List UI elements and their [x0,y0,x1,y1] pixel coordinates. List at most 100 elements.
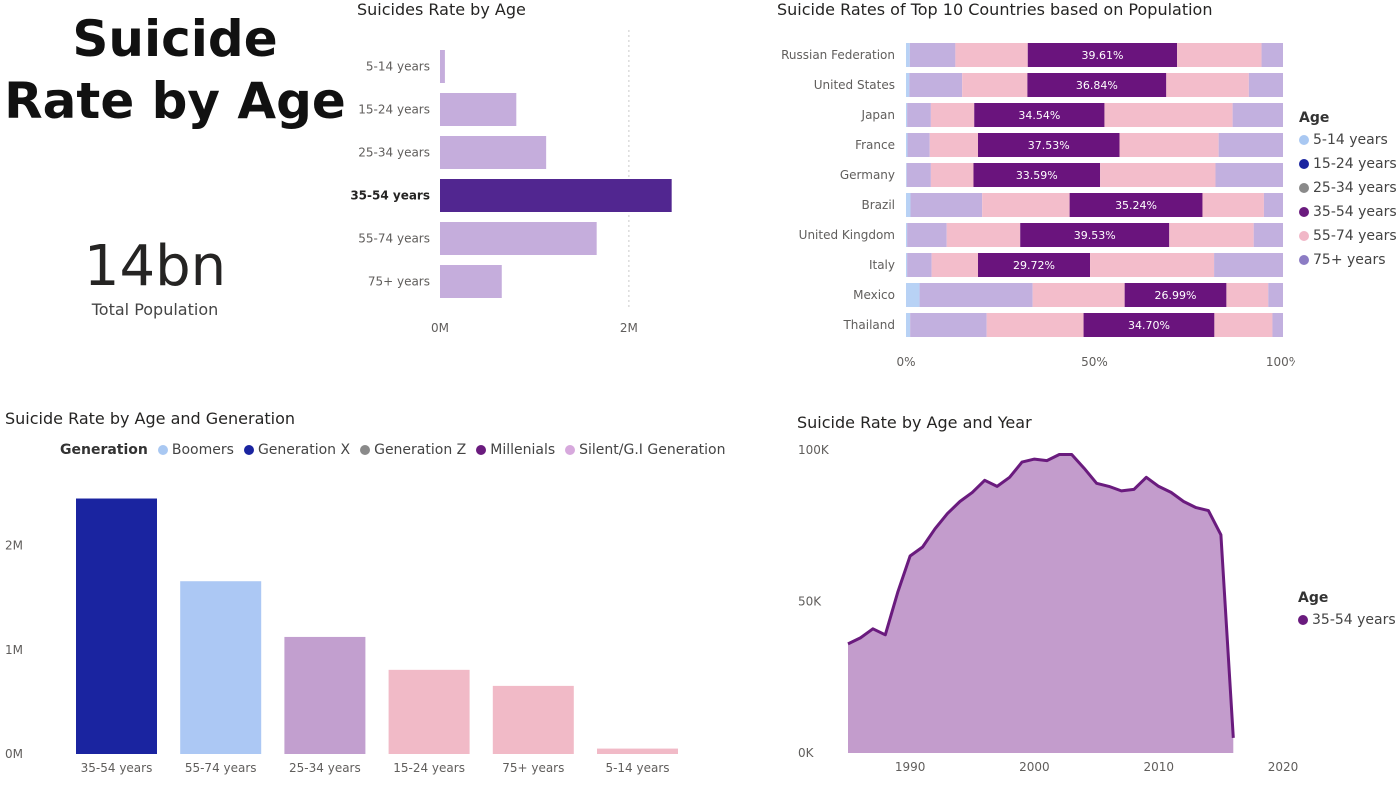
generation-xtick-55-74-years: 55-74 years [185,761,257,775]
country-seg-france-75-years [907,133,930,157]
country-seg-france-35-54-years [978,133,1120,157]
generation-legend: Generation Boomers Generation X Generation… [60,442,725,458]
generation-title: Suicide Rate by Age and Generation [5,409,296,428]
age-bar-25-34-years [440,136,547,169]
generation-legend-title: Generation [60,442,148,458]
country-seg-japan-15-24-years [1232,103,1283,127]
country-seg-italy-5-14-years [906,253,908,277]
country-seg-italy-55-74-years [931,253,979,277]
generation-legend-item-millenials[interactable]: Millenials [476,442,555,458]
age-bars-chart[interactable]: 0M 2M 5-14 years 15-24 years 25-34 years 35-5… [340,20,700,350]
kpi-label: Total Population [91,300,219,319]
generation-bar-75-years [492,685,574,754]
country-legend-item-75-years[interactable]: 75+ years [1299,252,1397,268]
generation-ytick-2m: 2M [5,539,23,553]
country-seg-japan-75-years [907,103,931,127]
country-legend-item-35-54-years[interactable]: 35-54 years [1299,204,1397,220]
country-label-mexico: Mexico [853,288,895,302]
country-seg-brazil-15-24-years [1263,193,1283,217]
year-area-title: Suicide Rate by Age and Year [797,413,1032,432]
age-bars-label-55-74-years: 55-74 years [358,232,430,246]
country-data-label-japan: 34.54% [1018,109,1060,122]
country-seg-italy-15-24-years [1214,253,1283,277]
year-area-chart[interactable]: 0K 50K 100K 1990 2000 2010 2020 [780,436,1300,781]
country-legend: Age 5-14 years 15-24 years 25-34 years 35-5… [1299,110,1397,268]
country-seg-brazil-5-14-years [906,193,911,217]
country-stack-chart[interactable]: Russian Federation 39.61% United States 36.… [770,38,1295,372]
country-seg-germany-55-74-years [930,163,974,187]
country-seg-united-states-25-34-years [1166,73,1249,97]
country-seg-russian-federation-25-34-years [1177,43,1262,67]
generation-xtick-5-14-years: 5-14 years [605,761,669,775]
country-seg-thailand-55-74-years [986,313,1084,337]
country-legend-label: 75+ years [1313,252,1386,268]
year-legend-item-35-54-years[interactable]: 35-54 years [1298,612,1396,628]
generation-xtick-35-54-years: 35-54 years [81,761,153,775]
generation-legend-item-generation-z[interactable]: Generation Z [360,442,466,458]
country-data-label-italy: 29.72% [1013,259,1055,272]
dashboard-title-line-1: Suicide [72,10,278,68]
country-data-label-united-states: 36.84% [1076,79,1118,92]
generation-ytick-0m: 0M [5,747,23,761]
country-legend-item-5-14-years[interactable]: 5-14 years [1299,132,1397,148]
country-data-label-brazil: 35.24% [1115,199,1157,212]
country-legend-item-15-24-years[interactable]: 15-24 years [1299,156,1397,172]
country-seg-brazil-25-34-years [1202,193,1264,217]
country-seg-italy-75-years [907,253,932,277]
generation-bar-15-24-years [388,669,470,754]
age-bars-xtick-2m: 2M [620,321,638,335]
legend-dot-icon [360,445,371,455]
generation-legend-item-silent-g-i-generation[interactable]: Silent/G.I Generation [565,442,725,458]
country-label-brazil: Brazil [862,198,896,212]
country-label-thailand: Thailand [842,318,895,332]
country-seg-mexico-75-years [919,283,1033,307]
age-bars-label-25-34-years: 25-34 years [358,146,430,160]
year-xtick-2020: 2020 [1268,760,1299,774]
generation-legend-item-boomers[interactable]: Boomers [157,442,234,458]
legend-dot-icon [1299,159,1309,169]
country-seg-thailand-25-34-years [1214,313,1273,337]
country-seg-france-55-74-years [929,133,979,157]
generation-chart[interactable]: 0M 1M 2M 35-54 years 55-74 years 25-34 years 1… [0,468,700,788]
country-legend-label: 35-54 years [1313,204,1397,220]
country-seg-russian-federation-75-years [909,43,956,67]
country-stack-title: Suicide Rates of Top 10 Countries based … [777,0,1213,19]
country-label-italy: Italy [869,258,895,272]
country-seg-thailand-35-54-years [1083,313,1215,337]
year-xtick-1990: 1990 [895,760,926,774]
generation-bar-35-54-years [76,498,157,754]
legend-dot-icon [476,445,487,455]
country-seg-russian-federation-5-14-years [906,43,910,67]
country-seg-italy-35-54-years [978,253,1091,277]
age-bars-label-5-14-years: 5-14 years [366,60,430,74]
country-seg-france-25-34-years [1119,133,1219,157]
generation-xtick-15-24-years: 15-24 years [393,761,465,775]
country-seg-united-kingdom-25-34-years [1169,223,1254,247]
age-bars-xtick-0m: 0M [431,321,449,335]
age-bars-label-15-24-years: 15-24 years [358,103,430,117]
country-seg-russian-federation-15-24-years [1261,43,1283,67]
age-bar-5-14-years [440,50,445,83]
generation-legend-label: Boomers [171,442,234,458]
legend-dot-icon [243,445,254,455]
year-legend: Age 35-54 years [1298,590,1396,628]
country-legend-label: 15-24 years [1313,156,1397,172]
country-seg-united-states-55-74-years [962,73,1028,97]
country-legend-label: 5-14 years [1313,132,1388,148]
generation-legend-item-generation-x[interactable]: Generation X [243,442,350,458]
country-data-label-france: 37.53% [1028,139,1070,152]
country-seg-united-kingdom-55-74-years [946,223,1021,247]
country-seg-italy-25-34-years [1090,253,1215,277]
country-legend-item-25-34-years[interactable]: 25-34 years [1299,180,1397,196]
year-legend-title: Age [1298,590,1329,606]
year-ytick-100k: 100K [798,443,830,457]
generation-bar-25-34-years [284,636,366,754]
year-area-fill [848,454,1234,753]
country-xtick-0: 0% [896,355,915,369]
country-seg-united-kingdom-5-14-years [906,223,908,247]
country-seg-thailand-15-24-years [1272,313,1283,337]
country-seg-united-states-75-years [909,73,963,97]
country-data-label-mexico: 26.99% [1155,289,1197,302]
country-xtick-100: 100% [1266,355,1295,369]
country-legend-item-55-74-years[interactable]: 55-74 years [1299,228,1397,244]
